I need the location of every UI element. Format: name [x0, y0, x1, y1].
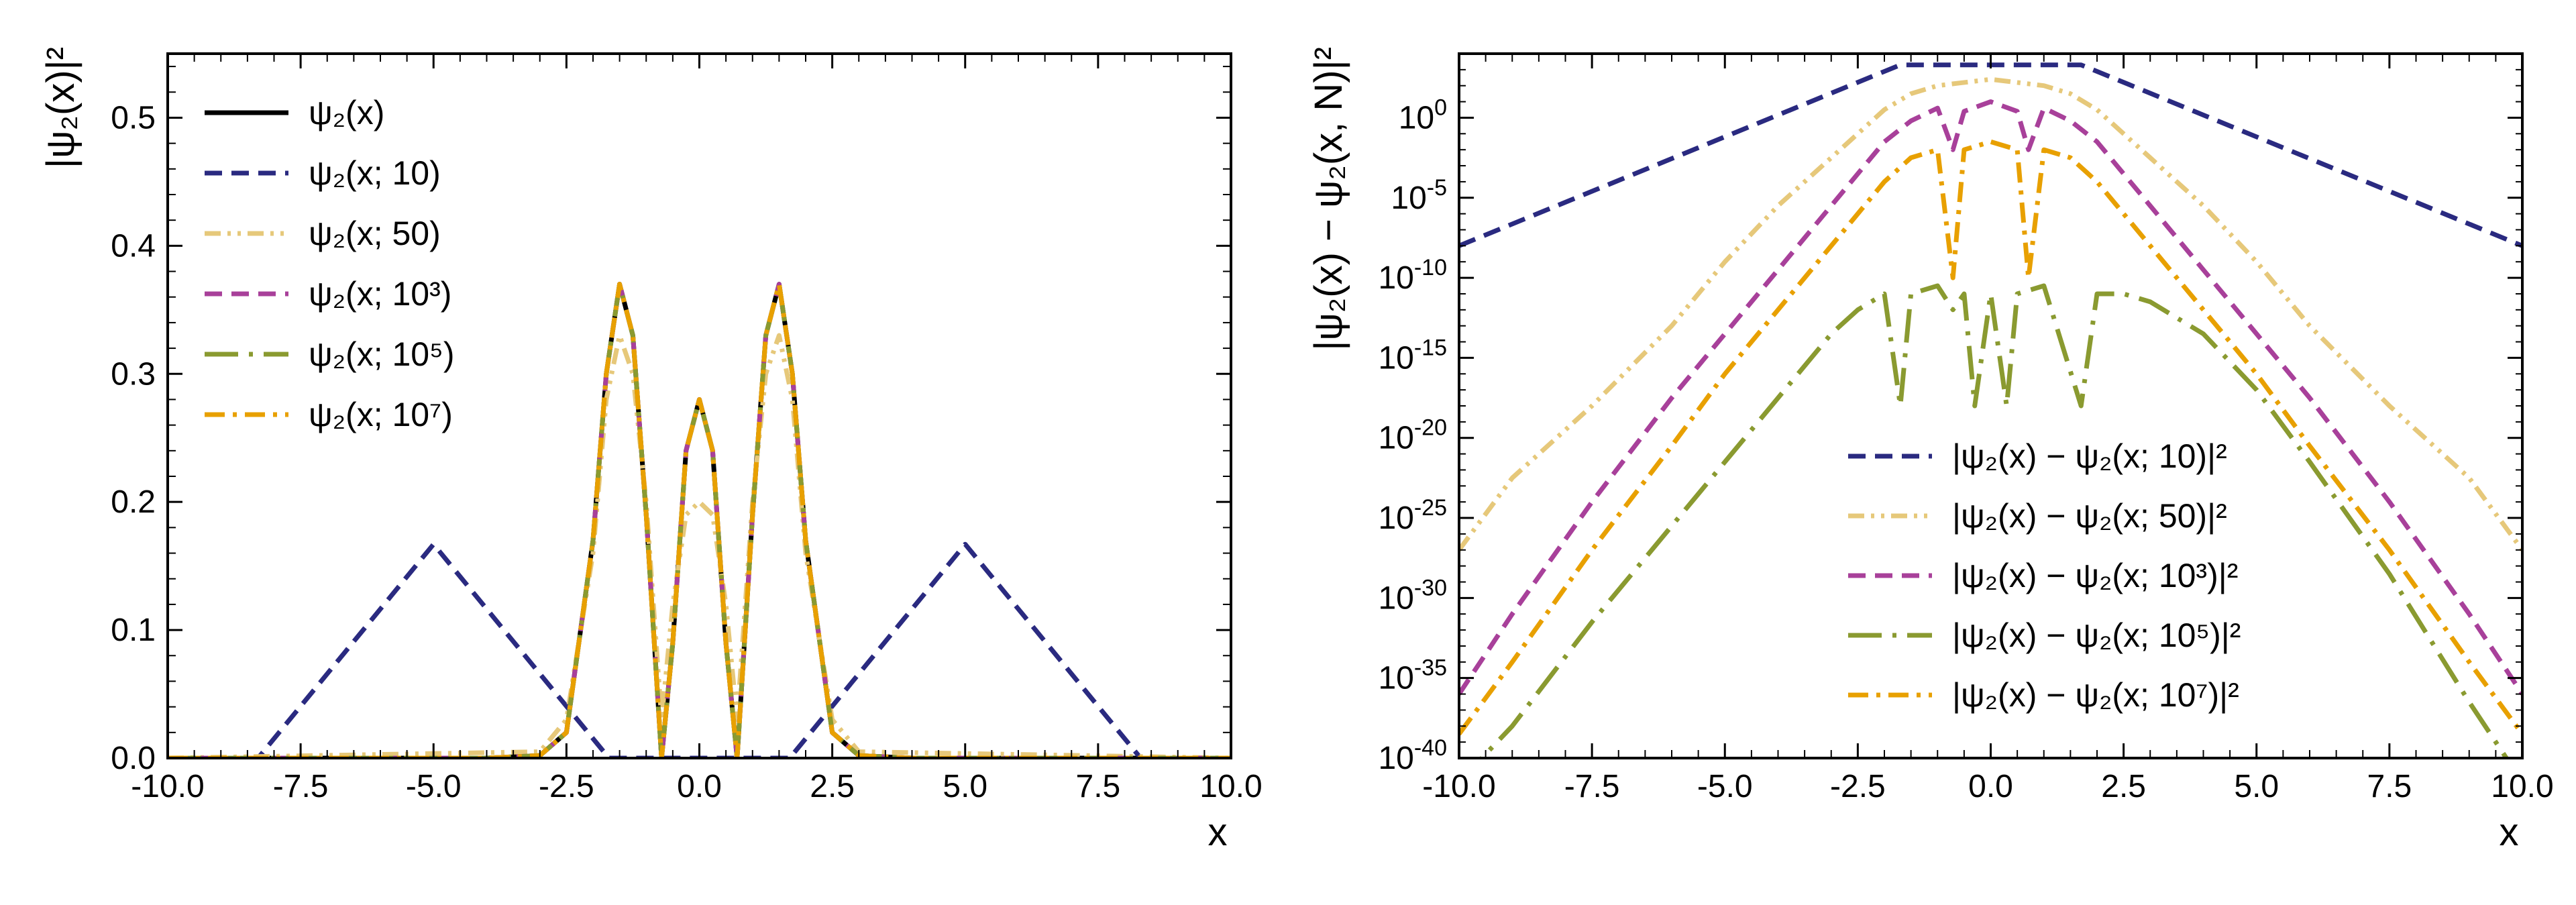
- legend-label: ψ₂(x; 10³): [309, 275, 451, 313]
- x-tick-label: 2.5: [2101, 769, 2146, 804]
- x-tick-label: 10.0: [1199, 769, 1262, 804]
- legend-label: ψ₂(x; 10⁵): [309, 335, 454, 373]
- x-tick-label: -2.5: [1830, 769, 1886, 804]
- legend-label: |ψ₂(x) − ψ₂(x; 10)|²: [1952, 437, 2227, 475]
- y-tick-label: 10-35: [1378, 655, 1447, 696]
- legend: ψ₂(x) ψ₂(x; 10) ψ₂(x; 50) ψ₂(x; 10³) ψ₂(x; 1…: [205, 94, 454, 433]
- x-axis: -10.0 -7.5 -5.0 -2.5 0.0 2.5 5.0 7.5 10.0 x: [1422, 54, 2554, 854]
- y-tick-label: 10-5: [1391, 175, 1447, 216]
- x-tick-label: 0.0: [1968, 769, 2013, 804]
- x-tick-label: 10.0: [2491, 769, 2553, 804]
- series-line-1: [1459, 62, 2522, 248]
- x-axis-label: x: [2500, 810, 2519, 854]
- y-tick-label: 10-10: [1378, 255, 1447, 296]
- x-tick-label: -2.5: [539, 769, 594, 804]
- x-tick-label: 7.5: [1076, 769, 1121, 804]
- legend-label: ψ₂(x; 10): [309, 154, 441, 192]
- y-tick-label: 0.1: [111, 613, 156, 648]
- plot-area: [1459, 62, 2522, 758]
- legend-label: |ψ₂(x) − ψ₂(x; 10³)|²: [1952, 557, 2238, 594]
- y-axis: 0.0 0.1 0.2 0.3 0.4 0.5 |ψ₂(x)|²: [39, 47, 1231, 776]
- y-tick-label: 0.0: [111, 741, 156, 776]
- series-line-5: [1459, 139, 2522, 736]
- y-tick-label: 0.4: [111, 228, 156, 264]
- chart-2: -10.0 -7.5 -5.0 -2.5 0.0 2.5 5.0 7.5 10.0 x 100 10-…: [1307, 47, 2554, 854]
- series-line-2: [1459, 76, 2522, 551]
- series-line-3: [1459, 99, 2522, 696]
- x-tick-label: 2.5: [810, 769, 855, 804]
- y-axis-label: |ψ₂(x) − ψ₂(x, N)|²: [1307, 47, 1350, 351]
- y-tick-label: 0.3: [111, 356, 156, 392]
- y-tick-label: 10-40: [1378, 735, 1447, 776]
- legend-label: |ψ₂(x) − ψ₂(x; 10⁷)|²: [1952, 676, 2239, 714]
- y-tick-label: 10-25: [1378, 495, 1447, 536]
- x-tick-label: 7.5: [2367, 769, 2412, 804]
- x-tick-label: 5.0: [2234, 769, 2279, 804]
- x-axis: -10.0 -7.5 -5.0 -2.5 0.0 2.5 5.0 7.5 10.0 x: [131, 54, 1263, 854]
- y-tick-label: 10-20: [1378, 415, 1447, 456]
- legend-label: ψ₂(x; 50): [309, 215, 441, 252]
- x-tick-label: -10.0: [1422, 769, 1495, 804]
- y-tick-label: 10-15: [1378, 335, 1447, 376]
- x-tick-label: -10.0: [131, 769, 204, 804]
- x-tick-label: 5.0: [943, 769, 987, 804]
- x-tick-label: -5.0: [406, 769, 462, 804]
- plot-area: [168, 282, 1231, 758]
- x-tick-label: 0.0: [677, 769, 722, 804]
- y-axis-label: |ψ₂(x)|²: [39, 47, 83, 168]
- y-tick-label: 0.2: [111, 484, 156, 520]
- x-tick-label: -7.5: [1564, 769, 1620, 804]
- x-tick-label: -5.0: [1697, 769, 1753, 804]
- y-tick-label: 0.5: [111, 100, 156, 136]
- series-line-2: [168, 541, 1231, 758]
- legend: |ψ₂(x) − ψ₂(x; 10)|² |ψ₂(x) − ψ₂(x; 50)|²…: [1848, 437, 2241, 714]
- legend-label: |ψ₂(x) − ψ₂(x; 50)|²: [1952, 497, 2227, 535]
- chart-1: -10.0 -7.5 -5.0 -2.5 0.0 2.5 5.0 7.5 10.0 x 0.0 0.1…: [39, 47, 1263, 854]
- y-tick-label: 10-30: [1378, 575, 1447, 616]
- y-tick-label: 100: [1399, 95, 1447, 136]
- series-line-6: [168, 282, 1231, 758]
- series-line-4: [1479, 283, 2510, 758]
- legend-label: |ψ₂(x) − ψ₂(x; 10⁵)|²: [1952, 617, 2241, 654]
- legend-label: ψ₂(x; 10⁷): [309, 396, 453, 433]
- x-tick-label: -7.5: [273, 769, 329, 804]
- legend-label: ψ₂(x): [309, 94, 384, 131]
- x-axis-label: x: [1208, 810, 1228, 854]
- y-axis: 100 10-5 10-10 10-15 10-20 10-25 10-30 10-35 10-…: [1307, 47, 2522, 776]
